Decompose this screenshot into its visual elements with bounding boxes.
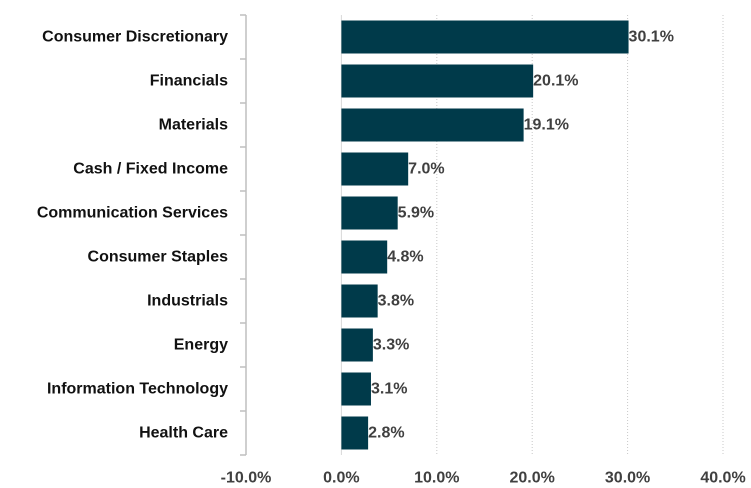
bar-9 [341, 416, 369, 450]
category-label-2: Materials [159, 117, 228, 134]
bar-7 [341, 328, 373, 362]
bars [341, 20, 629, 450]
value-label-1: 20.1% [533, 73, 578, 90]
category-label-9: Health Care [139, 425, 228, 442]
bar-8 [341, 372, 371, 406]
x-tick-label-5: 40.0% [700, 470, 745, 487]
value-label-5: 4.8% [387, 249, 423, 266]
category-label-6: Industrials [147, 293, 228, 310]
category-label-5: Consumer Staples [88, 249, 229, 266]
value-label-2: 19.1% [524, 117, 569, 134]
x-tick-label-1: 0.0% [323, 470, 359, 487]
category-label-8: Information Technology [47, 381, 228, 398]
category-axis [240, 14, 247, 456]
bar-2 [341, 108, 524, 142]
bar-0 [341, 20, 629, 54]
category-label-0: Consumer Discretionary [42, 29, 228, 46]
labels: Consumer Discretionary 30.1% Financials 20.… [37, 29, 746, 487]
value-label-4: 5.9% [398, 205, 434, 222]
x-tick-label-3: 20.0% [510, 470, 555, 487]
bar-1 [341, 64, 534, 98]
bar-6 [341, 284, 378, 318]
x-tick-label-2: 10.0% [414, 470, 459, 487]
x-tick-label-0: -10.0% [221, 470, 272, 487]
category-label-1: Financials [150, 73, 228, 90]
category-label-3: Cash / Fixed Income [73, 161, 228, 178]
value-label-6: 3.8% [378, 293, 414, 310]
value-label-8: 3.1% [371, 381, 407, 398]
category-label-7: Energy [174, 337, 228, 354]
category-label-4: Communication Services [37, 205, 228, 222]
value-label-9: 2.8% [368, 425, 404, 442]
bar-3 [341, 152, 409, 186]
x-tick-label-4: 30.0% [605, 470, 650, 487]
value-label-7: 3.3% [373, 337, 409, 354]
bar-4 [341, 196, 398, 230]
value-label-0: 30.1% [629, 29, 674, 46]
bar-5 [341, 240, 388, 274]
value-label-3: 7.0% [408, 161, 444, 178]
